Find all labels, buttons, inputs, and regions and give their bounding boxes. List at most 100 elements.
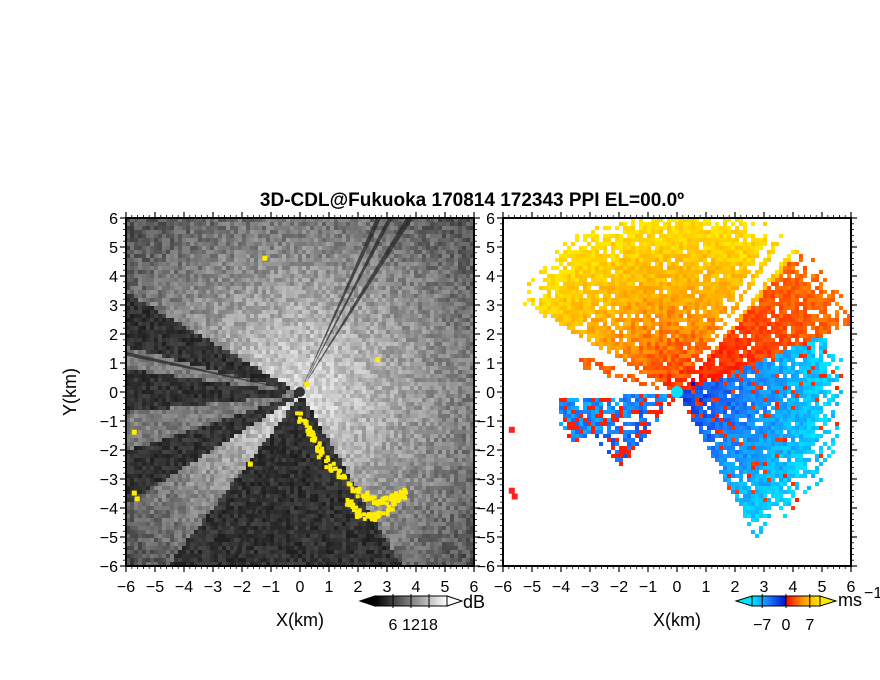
snr-cell [234,434,238,438]
snr-cell [406,266,410,270]
snr-cell [242,330,246,334]
snr-cell [226,310,230,314]
snr-cell [126,250,130,254]
snr-cell [182,238,186,242]
snr-cell [374,310,378,314]
snr-cell [314,254,318,258]
snr-cell [226,278,230,282]
snr-cell [402,426,406,430]
snr-cell [206,314,210,318]
snr-cell [270,386,274,390]
snr-cell [254,410,258,414]
snr-cell [310,350,314,354]
snr-cell [362,366,366,370]
snr-cell [426,294,430,298]
snr-cell [378,386,382,390]
snr-cell [274,358,278,362]
snr-cell [354,370,358,374]
snr-cell [314,266,318,270]
snr-cell [274,258,278,262]
snr-cell [254,374,258,378]
snr-cell [258,242,262,246]
snr-cell [202,342,206,346]
snr-cell [206,286,210,290]
snr-cell [182,274,186,278]
snr-cell [354,254,358,258]
snr-cell [130,258,134,262]
snr-cell [274,338,278,342]
snr-cell [146,318,150,322]
snr-cell [254,266,258,270]
snr-cell [162,374,166,378]
snr-cell [142,270,146,274]
snr-cell [294,226,298,230]
snr-cell [278,406,282,410]
snr-cell [166,338,170,342]
snr-cell [142,426,146,430]
snr-cell [354,406,358,410]
snr-cell [454,414,458,418]
snr-cell [242,318,246,322]
snr-cell [334,346,338,350]
snr-cell [198,222,202,226]
snr-cell [170,394,174,398]
snr-cell [206,218,210,222]
snr-cell [462,354,466,358]
snr-cell [282,326,286,330]
snr-cell [386,278,390,282]
snr-cell [174,230,178,234]
snr-cell [430,306,434,310]
snr-cell [338,402,342,406]
snr-cell [206,302,210,306]
snr-cell [298,238,302,242]
snr-cell [322,218,326,222]
snr-cell [366,390,370,394]
snr-cell [146,222,150,226]
snr-cell [438,334,442,338]
snr-cell [246,230,250,234]
snr-cell [142,298,146,302]
snr-cell [402,398,406,402]
snr-cell [346,302,350,306]
snr-cell [334,374,338,378]
snr-cell [290,326,294,330]
snr-cell [246,350,250,354]
snr-cell [130,222,134,226]
snr-cell [158,218,162,222]
snr-cell [190,430,194,434]
snr-cell [470,322,474,326]
snr-cell [390,338,394,342]
snr-cell [386,306,390,310]
snr-cell [158,262,162,266]
snr-cell [330,238,334,242]
snr-cell [206,254,210,258]
snr-cell [470,430,474,434]
snr-cell [126,386,130,390]
snr-cell [394,370,398,374]
snr-cell [386,318,390,322]
snr-cell [438,426,442,430]
snr-cell [362,270,366,274]
snr-cell [382,326,386,330]
snr-cell [198,306,202,310]
snr-cell [330,410,334,414]
snr-cell [430,314,434,318]
snr-cell [466,254,470,258]
snr-cell [470,234,474,238]
snr-cell [270,346,274,350]
snr-cell [318,262,322,266]
snr-cell [150,442,154,446]
snr-cell [170,306,174,310]
snr-cell [338,258,342,262]
snr-cell [282,310,286,314]
snr-cell [226,318,230,322]
snr-cell [342,402,346,406]
snr-cell [234,322,238,326]
snr-cell [458,358,462,362]
snr-cell [178,278,182,282]
snr-cell [290,330,294,334]
snr-cell [198,286,202,290]
snr-cell [302,294,306,298]
snr-cell [278,322,282,326]
snr-cell [470,342,474,346]
